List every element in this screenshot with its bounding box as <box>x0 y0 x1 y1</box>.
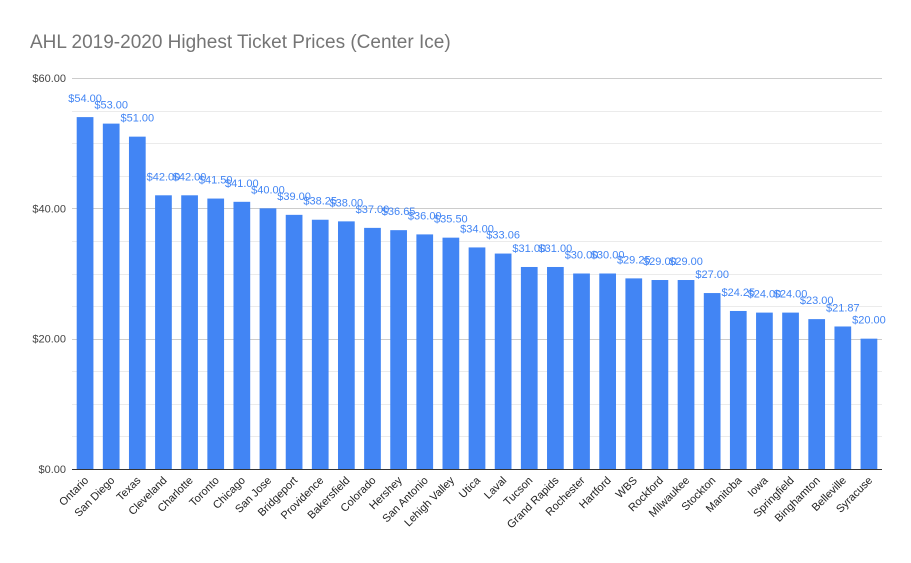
bar <box>573 273 590 469</box>
bar <box>520 266 538 469</box>
bars <box>76 117 878 470</box>
bar <box>102 123 120 469</box>
data-label: $29.25 <box>617 254 651 266</box>
y-tick-label: $60.00 <box>32 73 66 85</box>
bar <box>390 230 407 469</box>
data-label: $35.50 <box>434 214 468 226</box>
data-label: $42.00 <box>147 171 181 183</box>
bar <box>285 214 303 469</box>
data-label: $36.00 <box>408 210 442 222</box>
data-label: $31.00 <box>512 243 546 255</box>
data-label: $40.00 <box>251 184 285 196</box>
bar <box>782 312 799 469</box>
data-label: $24.00 <box>774 289 808 301</box>
data-label: $36.65 <box>382 206 416 218</box>
bar <box>625 278 643 469</box>
bar <box>181 195 198 470</box>
data-label: $24.00 <box>748 289 782 301</box>
bar <box>76 117 94 469</box>
bar <box>834 326 852 469</box>
data-label: $30.00 <box>565 250 599 262</box>
data-label: $54.00 <box>68 93 102 105</box>
bar <box>337 221 355 469</box>
data-label: $29.00 <box>643 256 677 268</box>
bar <box>808 319 826 469</box>
data-labels: $54.00$53.00$51.00$42.00$42.00$41.50$41.… <box>68 93 886 327</box>
bar <box>677 280 695 469</box>
data-label: $41.50 <box>199 175 233 187</box>
data-label: $21.87 <box>826 302 860 314</box>
bar <box>494 253 512 469</box>
chart-title: AHL 2019-2020 Highest Ticket Prices (Cen… <box>30 32 451 53</box>
y-tick-label: $0.00 <box>38 464 66 476</box>
data-label: $31.00 <box>539 243 573 255</box>
data-label: $41.00 <box>225 178 259 190</box>
y-axis: $0.00 $20.00 $40.00 $60.00 <box>32 73 66 476</box>
data-label: $39.00 <box>277 191 311 203</box>
bar <box>599 273 617 469</box>
bar <box>364 227 381 469</box>
bar <box>729 310 747 469</box>
bar <box>442 237 460 469</box>
data-label: $27.00 <box>695 269 729 281</box>
bar <box>128 136 146 469</box>
data-label: $38.25 <box>303 196 337 208</box>
bar <box>259 208 277 470</box>
data-label: $29.00 <box>669 256 703 268</box>
bar <box>207 198 225 469</box>
data-label: $20.00 <box>852 315 886 327</box>
data-label: $37.00 <box>356 204 390 216</box>
bar <box>547 266 564 469</box>
bar <box>311 219 329 469</box>
data-label: $33.06 <box>486 230 520 242</box>
data-label: $30.00 <box>591 250 625 262</box>
data-label: $34.00 <box>460 223 494 235</box>
data-label: $24.25 <box>721 287 755 299</box>
bar <box>468 247 486 469</box>
y-tick-label: $20.00 <box>32 334 66 346</box>
data-label: $51.00 <box>120 113 154 125</box>
bar <box>416 234 434 469</box>
bar <box>155 195 172 470</box>
data-label: $23.00 <box>800 295 834 307</box>
y-tick-label: $40.00 <box>32 203 66 215</box>
data-label: $42.00 <box>173 171 207 183</box>
data-label: $53.00 <box>94 100 128 112</box>
x-tick-label: Utica <box>457 474 484 501</box>
bar <box>756 312 773 469</box>
bar <box>651 280 669 469</box>
bar <box>233 201 251 470</box>
bar <box>860 338 878 469</box>
data-label: $38.00 <box>330 197 364 209</box>
bar <box>703 293 721 469</box>
